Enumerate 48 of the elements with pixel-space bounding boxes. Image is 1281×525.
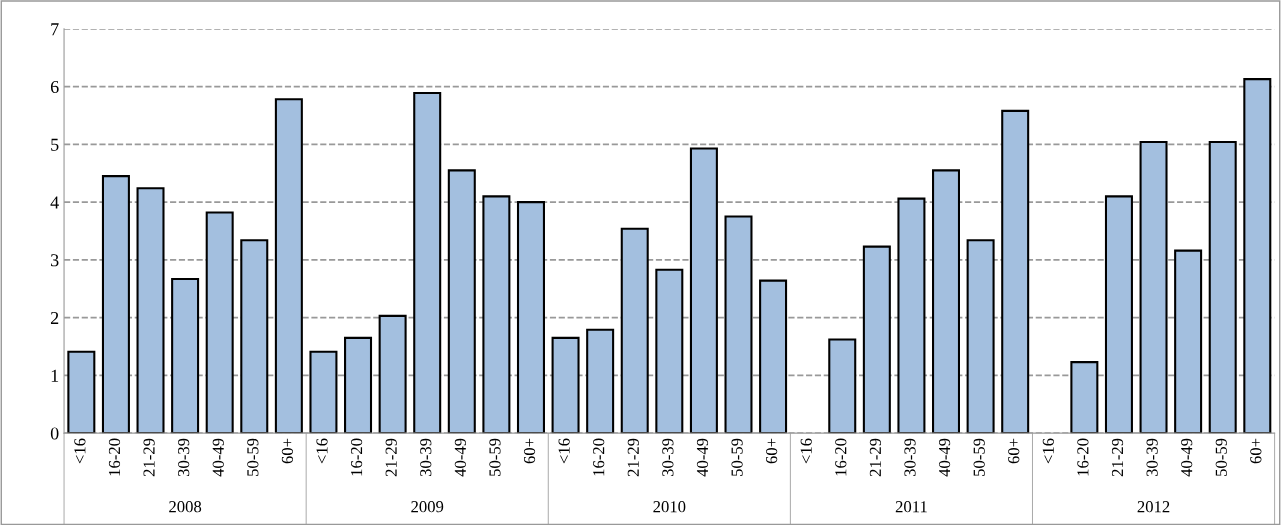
x-tick-label: 30-39	[662, 438, 674, 477]
x-tick-label: 21-29	[627, 438, 639, 477]
x-tick-label: 40-49	[1181, 438, 1193, 477]
x-tick-label: 50-59	[731, 438, 743, 476]
y-tick-label: 3	[51, 254, 59, 267]
x-tick-label: 21-29	[869, 438, 882, 477]
x-tick-label: 21-29	[143, 438, 155, 477]
text: 2008	[169, 501, 202, 513]
y-tick-label: 6	[50, 80, 59, 94]
x-tick-label: 40-49	[212, 438, 224, 477]
x-tick-label: 60+	[281, 438, 294, 464]
x-tick-label: 40-49	[454, 438, 466, 477]
x-tick-label: <16	[800, 438, 812, 464]
text: 2011	[895, 501, 927, 513]
text: 2010	[653, 501, 686, 513]
text: 2009	[411, 501, 444, 513]
x-tick-label: 50-59	[1215, 438, 1227, 476]
y-tick-label: 5	[51, 138, 59, 151]
x-tick-label: <16	[74, 438, 86, 464]
x-tick-label: 16-20	[1077, 438, 1089, 476]
x-tick-label: <16	[316, 438, 328, 464]
x-tick-label: 30-39	[178, 438, 190, 477]
x-tick-label: 50-59	[973, 438, 985, 476]
y-tick-label: 7	[51, 23, 59, 36]
x-tick-label: 40-49	[696, 438, 709, 477]
y-tick-label: 4	[50, 196, 59, 209]
x-tick-label: 21-29	[385, 438, 397, 477]
x-tick-label: 16-20	[108, 438, 121, 476]
x-tick-label: 30-39	[904, 438, 916, 477]
x-tick-label: 60+	[523, 438, 536, 464]
y-tick-label: 1	[51, 369, 59, 382]
x-tick-label: 40-49	[938, 438, 951, 477]
x-tick-label: <16	[558, 438, 570, 464]
x-tick-label: 16-20	[350, 438, 363, 476]
x-tick-label: 60+	[1250, 438, 1262, 464]
y-tick-label: 2	[50, 311, 59, 324]
x-tick-label: <16	[1042, 438, 1054, 464]
x-tick-label: 60+	[766, 438, 778, 464]
x-tick-label: 30-39	[1146, 438, 1158, 477]
x-tick-label: 50-59	[489, 438, 501, 476]
x-tick-label: 60+	[1008, 438, 1020, 464]
y-tick-label: 0	[50, 427, 59, 440]
text: 2012	[1137, 501, 1170, 513]
x-tick-label: 30-39	[420, 438, 432, 477]
x-tick-label: 16-20	[593, 438, 605, 476]
x-tick-label: 50-59	[247, 438, 259, 476]
x-tick-label: 16-20	[835, 438, 847, 476]
x-tick-label: 21-29	[1111, 438, 1124, 477]
